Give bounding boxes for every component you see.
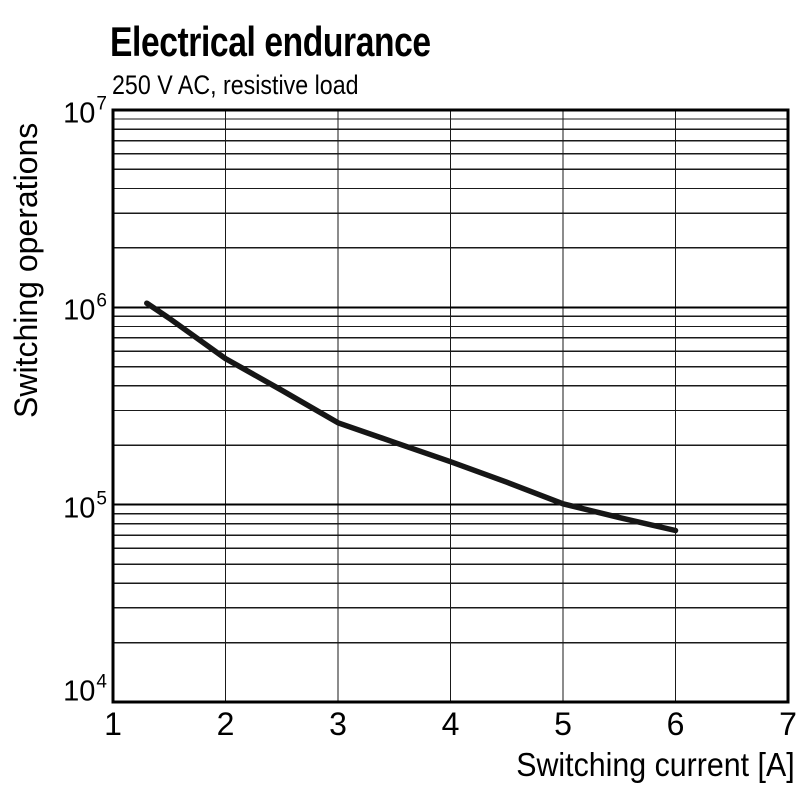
y-tick-label: 107 [0,92,107,130]
y-tick-base: 10 [63,97,96,130]
grid-lines [112,110,789,703]
y-tick-label: 105 [0,486,107,524]
y-tick-exponent: 4 [96,671,107,693]
y-tick-exponent: 7 [96,93,107,115]
y-tick-base: 10 [63,294,96,327]
x-axis-label: Switching current [A] [516,746,795,783]
x-tick-label: 1 [104,706,122,742]
y-tick-base: 10 [63,491,96,524]
chart-subtitle: 250 V AC, resistive load [112,70,359,100]
y-tick-label: 104 [0,670,107,708]
x-tick-label: 7 [779,706,797,742]
x-tick-label: 2 [216,706,235,742]
chart-title: Electrical endurance [110,18,431,65]
endurance-curve [144,300,679,534]
x-tick-label: 5 [554,706,572,742]
x-tick-label: 6 [666,706,685,742]
y-tick-base: 10 [63,675,96,708]
x-tick-label: 4 [441,706,460,742]
y-tick-exponent: 6 [96,291,107,312]
y-tick-label: 106 [0,289,107,327]
x-tick-label: 3 [329,706,347,742]
y-tick-exponent: 5 [96,488,107,510]
plot-frame [111,108,790,704]
